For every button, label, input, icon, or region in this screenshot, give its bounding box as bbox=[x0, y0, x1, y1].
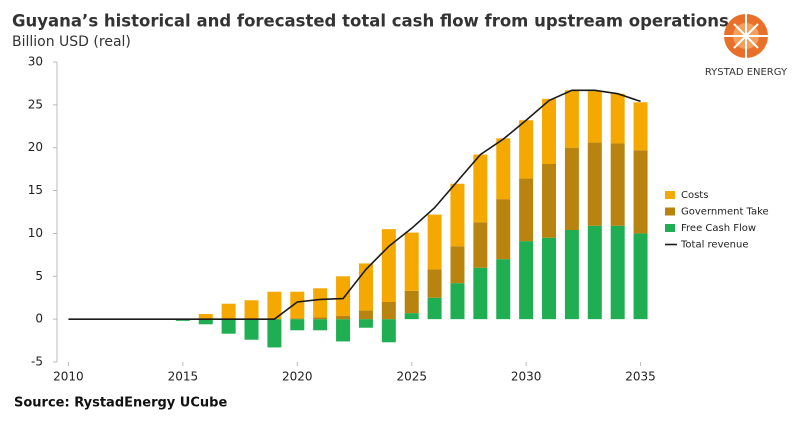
bar bbox=[427, 214, 442, 270]
bar bbox=[564, 147, 579, 230]
legend-label: Total revenue bbox=[680, 240, 748, 251]
bar bbox=[450, 283, 465, 320]
bar bbox=[336, 276, 351, 316]
y-tick-label: 0 bbox=[35, 312, 43, 326]
y-tick-label: 25 bbox=[28, 97, 43, 111]
bar bbox=[610, 143, 625, 226]
bar bbox=[496, 199, 511, 260]
legend-label: Costs bbox=[681, 190, 708, 201]
bar bbox=[542, 98, 557, 164]
bar bbox=[427, 269, 442, 298]
bar bbox=[542, 237, 557, 320]
bar bbox=[175, 319, 190, 321]
bar bbox=[290, 291, 305, 319]
chart-title: Guyana’s historical and forecasted total… bbox=[12, 12, 729, 31]
bar bbox=[313, 317, 328, 320]
bar bbox=[496, 138, 511, 200]
bar bbox=[633, 102, 648, 151]
bar bbox=[244, 319, 259, 340]
bar bbox=[336, 319, 351, 342]
bar bbox=[633, 150, 648, 234]
y-tick-label: 30 bbox=[28, 55, 43, 69]
bar bbox=[519, 178, 534, 242]
legend-swatch bbox=[665, 224, 675, 232]
bar bbox=[587, 225, 602, 320]
bar bbox=[198, 319, 213, 325]
bar bbox=[381, 302, 396, 320]
y-tick-label: -5 bbox=[31, 355, 43, 369]
y-tick-label: 20 bbox=[28, 140, 43, 154]
bar bbox=[221, 303, 236, 320]
bar bbox=[519, 120, 534, 179]
bar bbox=[404, 313, 419, 320]
bar bbox=[336, 315, 351, 320]
logo: RYSTAD ENERGY bbox=[705, 14, 788, 78]
logo-lines bbox=[724, 14, 768, 58]
bar bbox=[198, 314, 213, 320]
bar bbox=[473, 154, 488, 223]
chart-subtitle: Billion USD (real) bbox=[12, 34, 131, 50]
source-note: Source: RystadEnergy UCube bbox=[14, 396, 227, 411]
bar bbox=[473, 267, 488, 320]
legend-label: Free Cash Flow bbox=[681, 223, 756, 234]
line bbox=[68, 89, 641, 320]
bar bbox=[244, 300, 259, 320]
bar bbox=[358, 310, 373, 320]
bar bbox=[450, 183, 465, 247]
bar bbox=[519, 241, 534, 320]
bar bbox=[496, 259, 511, 320]
bar bbox=[290, 318, 305, 320]
bar bbox=[313, 319, 328, 331]
bar bbox=[473, 222, 488, 268]
y-tick-label: 5 bbox=[35, 269, 43, 283]
bar bbox=[290, 319, 305, 331]
x-tick-label: 2030 bbox=[511, 370, 542, 384]
bar bbox=[404, 290, 419, 314]
logo-text: RYSTAD ENERGY bbox=[705, 67, 788, 78]
bar bbox=[610, 225, 625, 320]
bar bbox=[633, 233, 648, 320]
bar bbox=[564, 230, 579, 320]
bar bbox=[381, 319, 396, 343]
legend-label: Government Take bbox=[681, 207, 769, 218]
bar bbox=[267, 319, 282, 348]
y-tick-label: 15 bbox=[28, 183, 43, 197]
x-tick-label: 2025 bbox=[396, 370, 427, 384]
legend-swatch bbox=[665, 191, 675, 199]
bar bbox=[542, 164, 557, 238]
bar bbox=[587, 142, 602, 226]
bar bbox=[587, 91, 602, 143]
bar bbox=[610, 93, 625, 144]
bar bbox=[358, 263, 373, 311]
bar bbox=[381, 229, 396, 302]
x-tick-label: 2010 bbox=[53, 370, 84, 384]
legend-swatch bbox=[665, 207, 675, 216]
bar bbox=[404, 232, 419, 291]
bar bbox=[313, 288, 328, 318]
bar bbox=[564, 90, 579, 148]
bar bbox=[358, 319, 373, 328]
x-tick-label: 2015 bbox=[168, 370, 199, 384]
bar bbox=[221, 319, 236, 334]
bar bbox=[450, 246, 465, 284]
bar bbox=[427, 297, 442, 320]
y-tick-label: 10 bbox=[28, 226, 43, 240]
bar bbox=[267, 291, 282, 320]
x-tick-label: 2020 bbox=[282, 370, 313, 384]
x-tick-label: 2035 bbox=[625, 370, 656, 384]
